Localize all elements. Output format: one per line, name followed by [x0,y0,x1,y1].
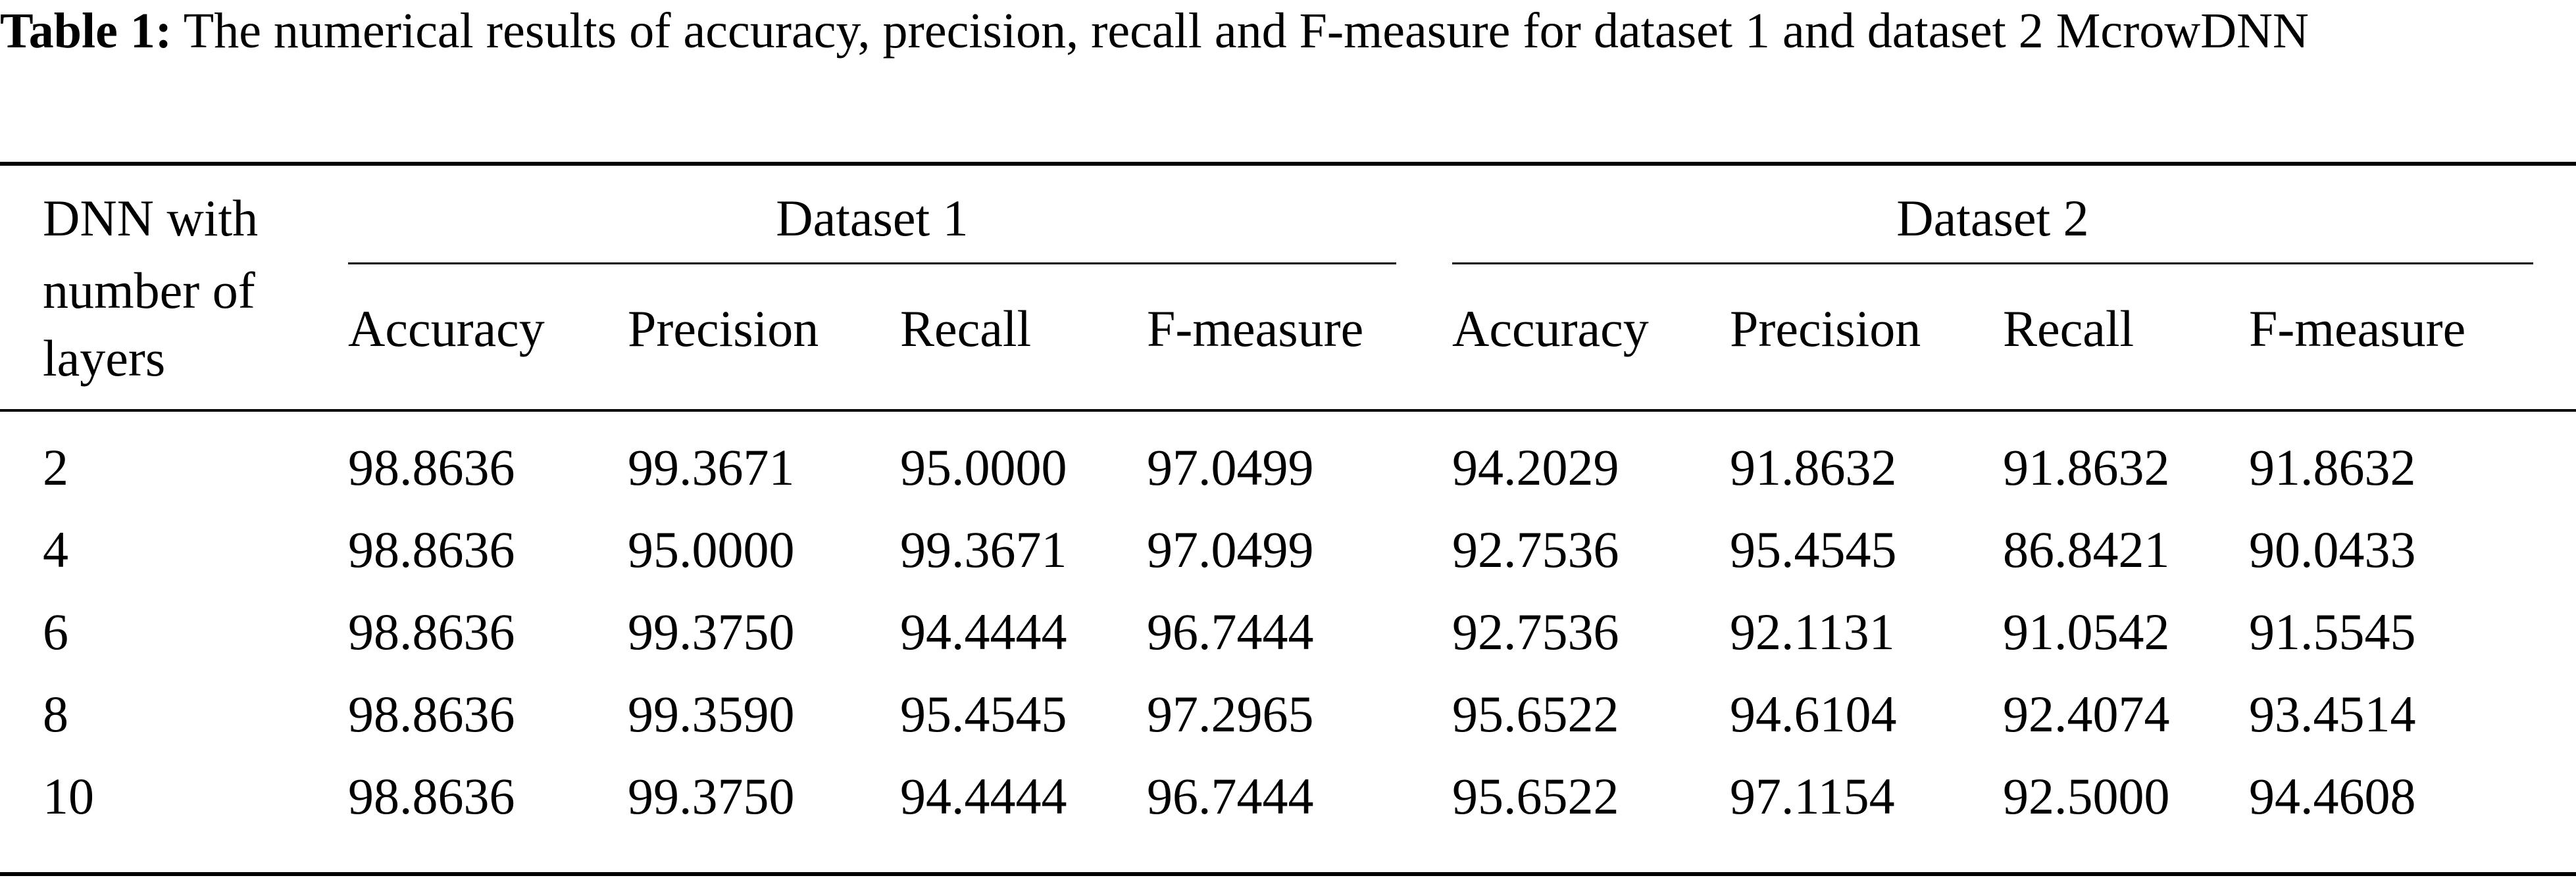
table-cell: 91.8632 [1730,439,1897,496]
table-cell: 92.4074 [2003,685,2170,743]
top-rule [0,162,2576,166]
row-header-line-1: DNN with [43,189,259,247]
table-cell: 86.8421 [2003,521,2170,578]
caption-label: Table 1: [0,3,172,59]
table-cell: 95.0000 [900,439,1067,496]
table-cell: 99.3671 [900,521,1067,578]
table-cell: 91.5545 [2249,603,2416,660]
table-cell: 97.0499 [1147,521,1314,578]
layer-count-cell: 2 [43,439,68,496]
group-rule-dataset-1 [348,262,1396,264]
table-cell: 98.8636 [348,603,515,660]
layer-count-cell: 8 [43,685,68,743]
table-cell: 99.3750 [628,768,795,825]
layer-count-cell: 10 [43,768,94,825]
bottom-rule [0,872,2576,876]
column-header-precision-dataset-1: Precision [628,300,819,357]
table-cell: 91.8632 [2003,439,2170,496]
column-header-precision-dataset-2: Precision [1730,300,1921,357]
group-header-dataset-2: Dataset 2 [1896,189,2089,247]
table-cell: 99.3750 [628,603,795,660]
table-cell: 92.7536 [1452,521,1619,578]
table-cell: 94.6104 [1730,685,1897,743]
table-cell: 91.8632 [2249,439,2416,496]
table-cell: 95.4545 [1730,521,1897,578]
column-header-accuracy-dataset-2: Accuracy [1452,300,1649,357]
table-cell: 95.6522 [1452,768,1619,825]
table-cell: 97.0499 [1147,439,1314,496]
column-header-f-measure-dataset-1: F-measure [1147,300,1364,357]
table-cell: 94.4444 [900,603,1067,660]
table-cell: 94.4608 [2249,768,2416,825]
table-cell: 94.2029 [1452,439,1619,496]
table-caption: Table 1: The numerical results of accura… [0,0,2566,62]
table-cell: 98.8636 [348,521,515,578]
column-header-f-measure-dataset-2: F-measure [2249,300,2466,357]
table-cell: 99.3671 [628,439,795,496]
table-cell: 91.0542 [2003,603,2170,660]
header-rule [0,409,2576,412]
group-header-dataset-1: Dataset 1 [776,189,969,247]
group-rule-dataset-2 [1452,262,2533,264]
row-header-line-3: layers [43,330,166,387]
layer-count-cell: 4 [43,521,68,578]
column-header-accuracy-dataset-1: Accuracy [348,300,545,357]
table-cell: 98.8636 [348,685,515,743]
column-header-recall-dataset-2: Recall [2003,300,2134,357]
caption-text: The numerical results of accuracy, preci… [172,3,2309,59]
table-cell: 92.7536 [1452,603,1619,660]
table-cell: 98.8636 [348,768,515,825]
table-cell: 97.2965 [1147,685,1314,743]
table-cell: 98.8636 [348,439,515,496]
table-cell: 90.0433 [2249,521,2416,578]
column-header-recall-dataset-1: Recall [900,300,1032,357]
table-cell: 97.1154 [1730,768,1895,825]
row-header-line-2: number of [43,262,255,319]
table-cell: 95.6522 [1452,685,1619,743]
table-cell: 92.5000 [2003,768,2170,825]
table-cell: 92.1131 [1730,603,1895,660]
table-cell: 99.3590 [628,685,795,743]
table-cell: 94.4444 [900,768,1067,825]
table-cell: 93.4514 [2249,685,2416,743]
table-cell: 95.4545 [900,685,1067,743]
table-cell: 96.7444 [1147,603,1314,660]
table-cell: 96.7444 [1147,768,1314,825]
layer-count-cell: 6 [43,603,68,660]
table-cell: 95.0000 [628,521,795,578]
